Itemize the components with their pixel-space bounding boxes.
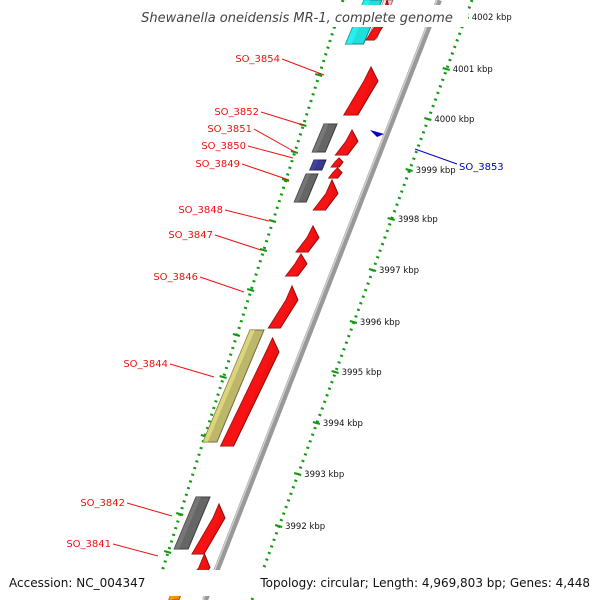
leader-line bbox=[199, 276, 245, 293]
outer-track-tick bbox=[331, 369, 339, 375]
footer-background bbox=[2, 570, 598, 596]
khaki-feature-shading bbox=[202, 330, 255, 442]
gene-label: SO_3847 bbox=[168, 230, 213, 241]
leader-line bbox=[281, 58, 325, 76]
outer-track-tick bbox=[442, 66, 450, 72]
gene-label: SO_3851 bbox=[207, 124, 252, 135]
gene-label: SO_3846 bbox=[153, 272, 198, 283]
forward-gene-arrow-shading bbox=[268, 286, 292, 328]
forward-gene-arrow-shading bbox=[343, 67, 371, 115]
gene-label: SO_3842 bbox=[80, 498, 125, 509]
inner-dot-track bbox=[151, 0, 345, 600]
kbp-dot-tracks bbox=[151, 0, 474, 600]
gene-label: SO_3841 bbox=[66, 539, 111, 550]
forward-gene-arrow-shading bbox=[328, 168, 338, 178]
kbp-scale-label: 3992 kbp bbox=[285, 522, 325, 532]
feature-tracks bbox=[168, 0, 394, 600]
gene-label: SO_3853 bbox=[459, 162, 504, 173]
forward-gene-arrow-shading bbox=[335, 130, 352, 155]
label-leader-lines bbox=[112, 58, 458, 557]
outer-track-tick bbox=[349, 319, 358, 325]
forward-gene-arrow-shading bbox=[296, 226, 313, 252]
gray-feature-shading bbox=[312, 124, 329, 152]
inner-track-tick bbox=[314, 72, 323, 78]
leader-line bbox=[214, 234, 262, 251]
leader-line bbox=[414, 148, 458, 165]
forward-gene-arrow-shading bbox=[331, 158, 339, 167]
kbp-scale-label: 4000 kbp bbox=[434, 115, 474, 125]
topology-text: Topology: circular; Length: 4,969,803 bp… bbox=[259, 576, 590, 590]
gene-label: SO_3852 bbox=[214, 107, 259, 118]
title-background bbox=[126, 5, 468, 27]
gene-label: SO_3854 bbox=[235, 54, 280, 65]
backbone-highlight bbox=[202, 0, 438, 600]
kbp-scale-label: 3995 kbp bbox=[342, 368, 382, 378]
backbone-line bbox=[202, 0, 442, 600]
reverse-gene-arrow bbox=[370, 130, 384, 137]
kbp-scale-label: 4001 kbp bbox=[453, 65, 493, 75]
outer-dot-track bbox=[250, 0, 474, 600]
leader-line bbox=[224, 209, 270, 222]
gene-labels: SO_3854 SO_3852 SO_3851 SO_3850 SO_3849 SO_38… bbox=[66, 54, 503, 550]
inner-track-tick bbox=[268, 218, 277, 224]
outer-track-tick bbox=[405, 167, 413, 173]
outer-track-tick bbox=[312, 420, 321, 426]
kbp-ticks: 4002 kbp 4001 kbp 4000 kbp 3999 kbp 3998 kbp… bbox=[163, 13, 512, 555]
navy-feature-shading bbox=[309, 160, 319, 170]
kbp-scale-label: 3998 kbp bbox=[398, 215, 438, 225]
kbp-scale-label: 3993 kbp bbox=[304, 470, 344, 480]
leader-line bbox=[112, 543, 159, 557]
kbp-scale-label: 3997 kbp bbox=[379, 266, 419, 276]
kbp-scale-label: 4002 kbp bbox=[472, 13, 512, 23]
leader-line bbox=[260, 111, 304, 126]
gene-label: SO_3848 bbox=[178, 205, 223, 216]
inner-track-tick bbox=[175, 511, 184, 517]
leader-line bbox=[169, 363, 215, 378]
gene-label: SO_3849 bbox=[195, 159, 240, 170]
outer-track-tick bbox=[368, 267, 377, 273]
gene-label: SO_3844 bbox=[123, 359, 168, 370]
map-title: Shewanella oneidensis MR-1, complete gen… bbox=[141, 11, 453, 26]
leader-line bbox=[241, 163, 290, 181]
inner-track-tick bbox=[219, 374, 227, 380]
outer-track-tick bbox=[293, 471, 302, 477]
kbp-scale-label: 3999 kbp bbox=[416, 166, 456, 176]
leader-line bbox=[247, 145, 294, 159]
accession-text: Accession: NC_004347 bbox=[9, 576, 145, 590]
outer-track-tick bbox=[387, 216, 395, 222]
leader-line bbox=[126, 502, 173, 517]
forward-gene-arrow-shading bbox=[192, 504, 219, 554]
kbp-scale-label: 3996 kbp bbox=[360, 318, 400, 328]
gray-feature-shading bbox=[294, 174, 311, 202]
inner-track-tick bbox=[163, 549, 172, 555]
gray-feature-shading bbox=[174, 497, 201, 549]
inner-track-tick bbox=[232, 332, 241, 338]
forward-gene-arrow-shading bbox=[313, 180, 332, 210]
inner-track-tick bbox=[259, 247, 268, 253]
leader-line bbox=[253, 128, 296, 153]
inner-track-tick bbox=[281, 177, 290, 183]
forward-gene-arrow-shading bbox=[285, 254, 301, 276]
outer-track-tick bbox=[424, 116, 432, 122]
kbp-scale-label: 3994 kbp bbox=[323, 419, 363, 429]
inner-track-tick bbox=[246, 287, 255, 293]
genome-backbone bbox=[202, 0, 442, 600]
outer-track-tick bbox=[274, 523, 283, 529]
gene-label: SO_3850 bbox=[201, 141, 246, 152]
